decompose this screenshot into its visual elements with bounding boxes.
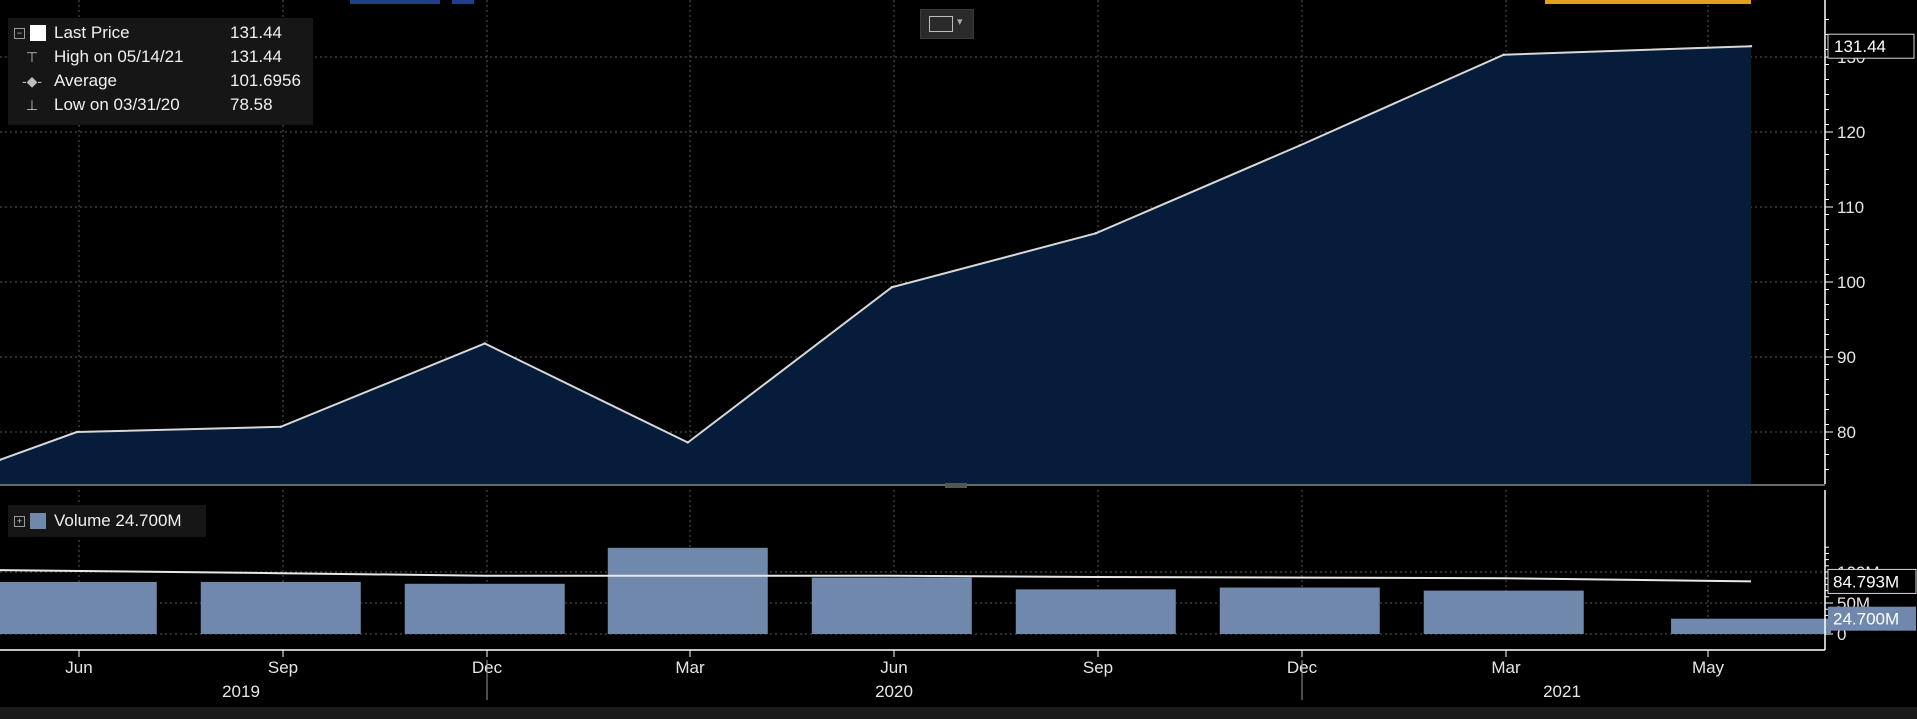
year-label: 2020	[875, 682, 913, 701]
volume-last-box	[1828, 606, 1916, 631]
legend-row-last-price[interactable]: − Last Price 131.44	[8, 21, 313, 45]
low-marker-icon: ⊥	[25, 97, 39, 113]
panel-resize-handle	[945, 483, 967, 488]
volume-average-label: 84.793M	[1833, 572, 1899, 591]
y-tick-label: 100	[1837, 273, 1865, 292]
volume-legend[interactable]: + Volume 24.700M	[8, 505, 206, 537]
x-tick-label: Jun	[65, 658, 92, 677]
year-label: 2019	[222, 682, 260, 701]
volume-bar	[0, 581, 157, 634]
x-tick-label: Mar	[1491, 658, 1521, 677]
legend-row-high: ⊤ High on 05/14/21 131.44	[8, 45, 313, 69]
volume-bar	[1219, 587, 1380, 634]
x-tick-label: Sep	[1083, 658, 1113, 677]
high-marker-icon: ⊤	[25, 49, 39, 65]
y-tick-label: 90	[1837, 348, 1856, 367]
current-price-box	[1827, 33, 1915, 59]
price-point	[1094, 232, 1097, 235]
collapse-icon[interactable]: −	[14, 28, 25, 39]
volume-bar	[1423, 590, 1584, 634]
price-point	[279, 425, 282, 428]
year-label: 2021	[1543, 682, 1581, 701]
price-line	[0, 45, 1752, 461]
bottom-bar	[0, 707, 1917, 719]
price-point	[75, 430, 78, 434]
legend-row-average: -◆- Average 101.6956	[8, 69, 313, 93]
volume-bar	[404, 583, 565, 634]
legend-label: Low on 03/31/20	[54, 95, 180, 114]
volume-swatch	[30, 513, 46, 529]
y-tick-label: 80	[1837, 423, 1856, 442]
average-marker-icon: -◆-	[22, 73, 43, 89]
price-point	[1502, 53, 1505, 56]
legend-label: Last Price	[54, 23, 130, 42]
x-tick-label: May	[1692, 658, 1725, 677]
x-tick-label: Jun	[880, 658, 907, 677]
y-tick-label: 0	[1837, 625, 1846, 644]
volume-bar	[200, 581, 361, 634]
expand-icon[interactable]: +	[14, 516, 25, 527]
price-point	[890, 286, 893, 289]
legend-label: Average	[54, 71, 118, 90]
last-price-swatch	[30, 25, 46, 41]
legend-value: 131.44	[230, 23, 282, 42]
price-area-fill	[0, 46, 1751, 484]
x-tick-label: Mar	[675, 658, 705, 677]
volume-bar	[1671, 618, 1832, 634]
price-legend: − Last Price 131.44 ⊤ High on 05/14/21 1…	[8, 18, 313, 125]
volume-last-label: 24.700M	[1833, 610, 1899, 629]
chart-type-button[interactable]: ▾	[920, 9, 974, 39]
top-strip-tab	[452, 0, 474, 4]
legend-label: High on 05/14/21	[54, 47, 184, 66]
current-price-label: 131.44	[1834, 37, 1886, 56]
top-strip-tab	[350, 0, 440, 4]
volume-bar	[1015, 589, 1176, 634]
volume-average-box	[1827, 568, 1917, 594]
y-tick-label: 120	[1837, 123, 1865, 142]
price-point	[0, 458, 2, 461]
line-chart-icon	[929, 16, 953, 32]
price-point	[686, 441, 689, 444]
price-point	[1749, 45, 1753, 48]
legend-value: 78.58	[230, 95, 273, 114]
chevron-down-icon: ▾	[957, 16, 963, 28]
price-point	[1298, 144, 1301, 147]
volume-average-line	[0, 569, 1752, 583]
y-tick-label: 110	[1837, 198, 1864, 217]
legend-row-low: ⊥ Low on 03/31/20 78.58	[8, 93, 313, 117]
legend-value: 131.44	[230, 47, 282, 66]
x-tick-label: Sep	[268, 658, 298, 677]
volume-legend-label: Volume 24.700M	[54, 511, 182, 530]
volume-bar	[811, 577, 972, 634]
legend-value: 101.6956	[230, 71, 301, 90]
volume-bar	[607, 547, 768, 634]
top-strip-highlight	[1545, 0, 1751, 4]
price-point	[483, 342, 486, 345]
